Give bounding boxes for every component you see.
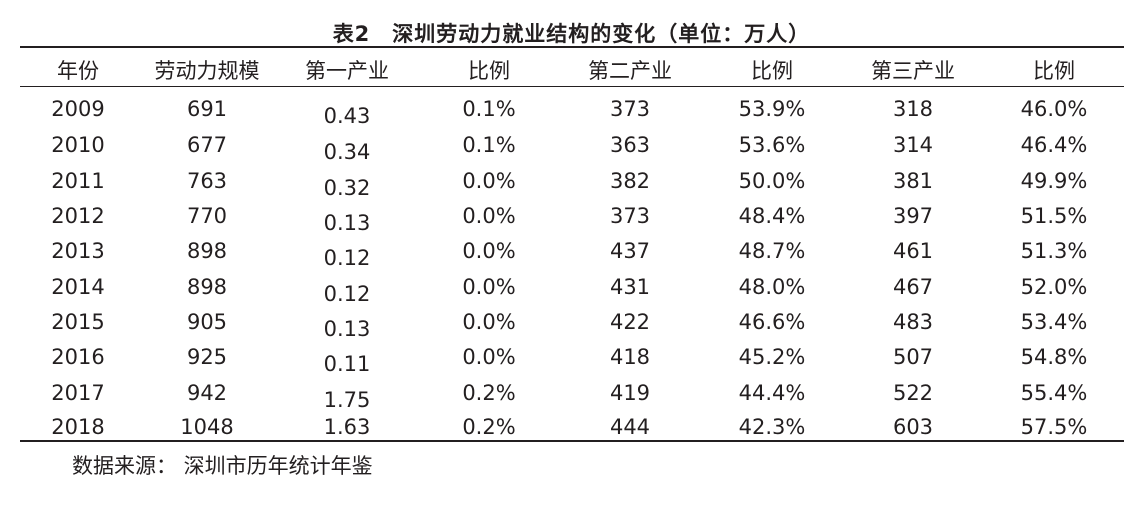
table-cell: 382: [609, 169, 651, 193]
table-cell: 603: [892, 415, 934, 439]
table-cell: 1048: [180, 415, 234, 439]
column-header: 第一产业: [305, 59, 389, 83]
table-cell: 51.5%: [1020, 204, 1088, 228]
table-cell: 431: [609, 275, 651, 299]
table-cell: 0.1%: [462, 133, 516, 157]
table-cell: 50.0%: [738, 169, 806, 193]
table-cell: 942: [186, 381, 228, 405]
table-cell: 677: [186, 133, 228, 157]
table-cell: 0.2%: [462, 381, 516, 405]
table-cell: 381: [892, 169, 934, 193]
table-cell: 507: [892, 345, 934, 369]
table-cell: 763: [186, 169, 228, 193]
table-cell: 0.13: [323, 211, 371, 235]
table-cell: 0.0%: [462, 275, 516, 299]
table-cell: 1.75: [323, 388, 371, 412]
table-cell: 397: [892, 204, 934, 228]
table-cell: 55.4%: [1020, 381, 1088, 405]
table-cell: 0.0%: [462, 204, 516, 228]
column-header: 比例: [468, 59, 510, 83]
table-header-rule: [20, 86, 1124, 87]
table-cell: 2011: [51, 169, 105, 193]
table-cell: 467: [892, 275, 934, 299]
table-cell: 2018: [51, 415, 105, 439]
table-cell: 46.6%: [738, 310, 806, 334]
table-cell: 522: [892, 381, 934, 405]
table-cell: 363: [609, 133, 651, 157]
table-cell: 461: [892, 239, 934, 263]
column-header: 比例: [1033, 59, 1075, 83]
table-cell: 0.1%: [462, 97, 516, 121]
table-cell: 898: [186, 239, 228, 263]
column-header: 第二产业: [588, 59, 672, 83]
table-top-rule: [20, 46, 1124, 48]
table-cell: 419: [609, 381, 651, 405]
table-cell: 0.0%: [462, 239, 516, 263]
table-cell: 45.2%: [738, 345, 806, 369]
table-cell: 691: [186, 97, 228, 121]
table-cell: 0.34: [323, 140, 371, 164]
table-cell: 51.3%: [1020, 239, 1088, 263]
data-source-note: 数据来源： 深圳市历年统计年鉴: [72, 454, 373, 478]
table-cell: 444: [609, 415, 651, 439]
table-cell: 48.7%: [738, 239, 806, 263]
table-cell: 46.4%: [1020, 133, 1088, 157]
table-cell: 318: [892, 97, 934, 121]
table-cell: 2014: [51, 275, 105, 299]
table-cell: 905: [186, 310, 228, 334]
table-cell: 0.43: [323, 104, 371, 128]
table-cell: 48.4%: [738, 204, 806, 228]
table-cell: 770: [186, 204, 228, 228]
table-cell: 2015: [51, 310, 105, 334]
table-cell: 2017: [51, 381, 105, 405]
table-cell: 44.4%: [738, 381, 806, 405]
table-cell: 42.3%: [738, 415, 806, 439]
column-header: 年份: [57, 59, 99, 83]
table-cell: 314: [892, 133, 934, 157]
table-cell: 2016: [51, 345, 105, 369]
table-cell: 0.11: [323, 352, 371, 376]
table-cell: 2012: [51, 204, 105, 228]
table-cell: 48.0%: [738, 275, 806, 299]
table-cell: 422: [609, 310, 651, 334]
table-cell: 53.9%: [738, 97, 806, 121]
table-cell: 0.12: [323, 282, 371, 306]
column-header: 比例: [751, 59, 793, 83]
table-cell: 925: [186, 345, 228, 369]
table-cell: 373: [609, 97, 651, 121]
table-cell: 0.13: [323, 317, 371, 341]
table-cell: 57.5%: [1020, 415, 1088, 439]
table-cell: 2009: [51, 97, 105, 121]
table-cell: 0.0%: [462, 169, 516, 193]
table-cell: 49.9%: [1020, 169, 1088, 193]
table-cell: 0.32: [323, 176, 371, 200]
table-cell: 418: [609, 345, 651, 369]
table-bottom-rule: [20, 440, 1124, 442]
table-cell: 2013: [51, 239, 105, 263]
column-header: 劳动力规模: [154, 59, 260, 83]
table-cell: 46.0%: [1020, 97, 1088, 121]
table-title: 表2 深圳劳动力就业结构的变化（单位：万人）: [332, 22, 811, 46]
column-header: 第三产业: [871, 59, 955, 83]
table-cell: 898: [186, 275, 228, 299]
table-cell: 2010: [51, 133, 105, 157]
table-cell: 53.6%: [738, 133, 806, 157]
table-cell: 0.12: [323, 246, 371, 270]
table-cell: 483: [892, 310, 934, 334]
table-cell: 437: [609, 239, 651, 263]
table-cell: 0.2%: [462, 415, 516, 439]
table-cell: 52.0%: [1020, 275, 1088, 299]
table-cell: 53.4%: [1020, 310, 1088, 334]
table-cell: 373: [609, 204, 651, 228]
table-cell: 1.63: [323, 415, 371, 439]
table-cell: 0.0%: [462, 310, 516, 334]
table-cell: 54.8%: [1020, 345, 1088, 369]
table-cell: 0.0%: [462, 345, 516, 369]
